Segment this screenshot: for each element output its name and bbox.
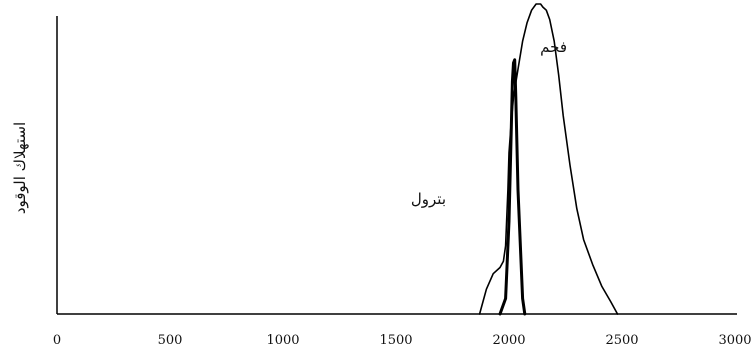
x-tick-label: 2500 bbox=[605, 333, 638, 348]
x-tick-labels: 0 500 1000 1500 2000 2500 3000 bbox=[53, 333, 752, 348]
series-label-oil: بترول bbox=[411, 190, 446, 208]
series-line-coal bbox=[478, 3, 619, 315]
series-line-oil bbox=[498, 58, 527, 316]
x-tick-label: 500 bbox=[158, 333, 183, 348]
y-axis-label: استهلاك الوقود bbox=[11, 122, 29, 214]
x-tick-label: 3000 bbox=[718, 333, 751, 348]
x-tick-label: 1500 bbox=[379, 333, 412, 348]
x-tick-label: 0 bbox=[53, 333, 61, 348]
series-label-coal: فحم bbox=[540, 38, 567, 56]
x-tick-label: 2000 bbox=[492, 333, 525, 348]
x-tick-label: 1000 bbox=[266, 333, 299, 348]
series-layer bbox=[478, 3, 619, 316]
